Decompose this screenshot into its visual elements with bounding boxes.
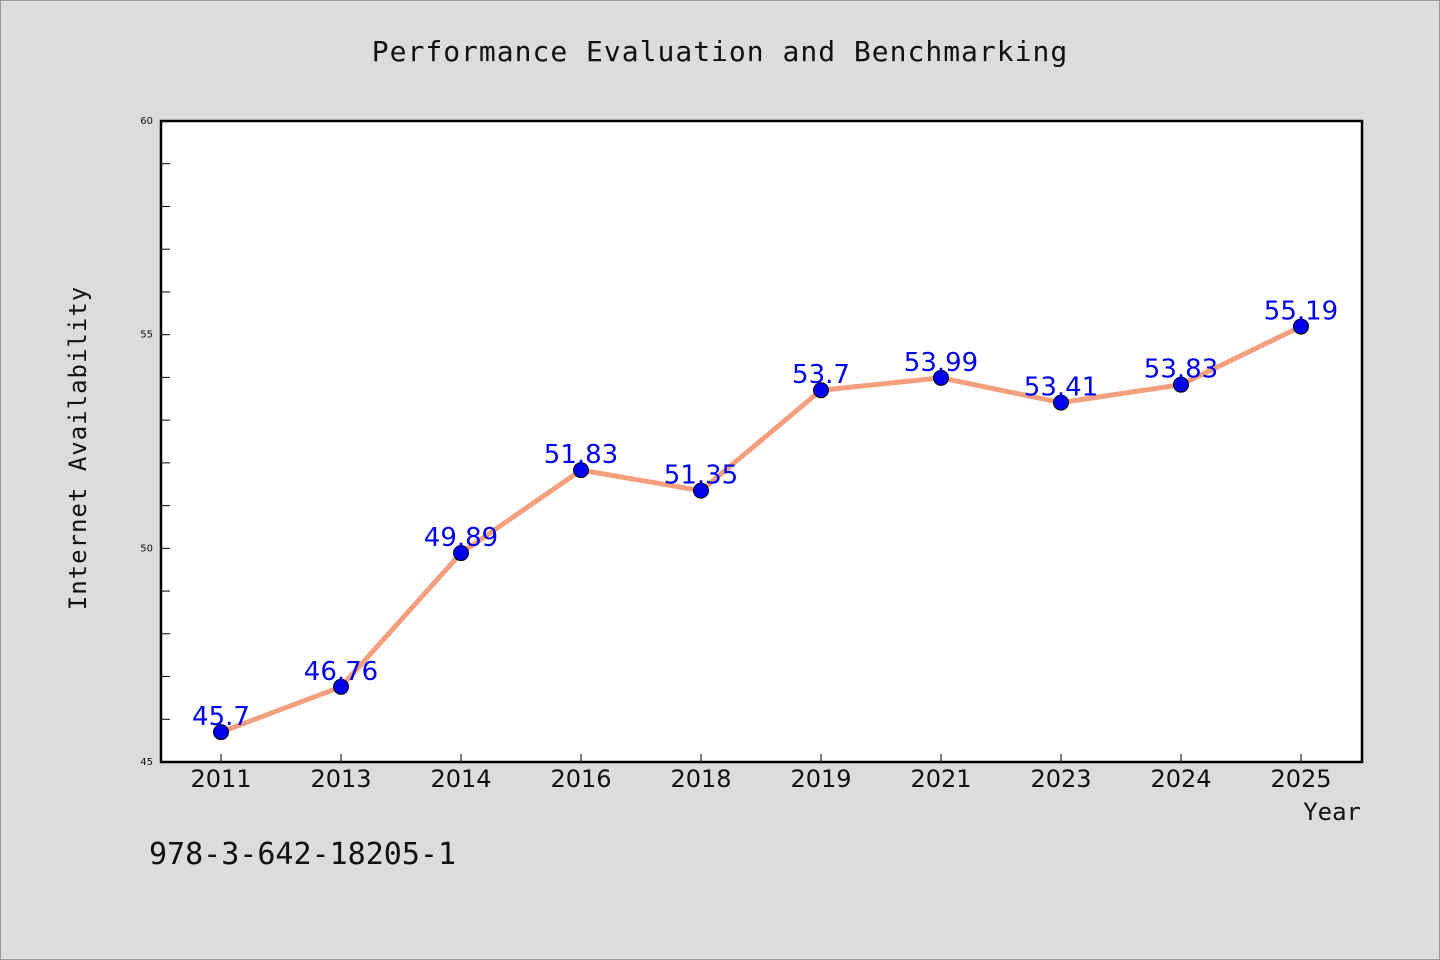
y-tick-label: 45: [140, 757, 153, 768]
x-tick-label: 2011: [190, 765, 251, 793]
x-tick-label: 2016: [550, 765, 611, 793]
data-point: [1173, 376, 1189, 393]
x-axis-label: Year: [1303, 798, 1361, 826]
data-point: [213, 724, 229, 741]
data-label: 53.41: [1024, 373, 1098, 403]
data-label: 45.7: [192, 702, 250, 732]
plot-frame: [159, 119, 1364, 764]
data-point: [933, 369, 949, 386]
data-point: [1053, 394, 1069, 411]
x-tick-label: 2024: [1150, 765, 1211, 793]
data-label: 51.35: [664, 461, 738, 491]
data-label: 51.83: [544, 440, 618, 470]
x-tick-label: 2013: [310, 765, 371, 793]
y-axis-label: Internet Availability: [64, 285, 92, 611]
data-label: 53.7: [792, 360, 850, 390]
x-tick-label: 2018: [670, 765, 731, 793]
data-point: [693, 482, 709, 499]
data-label: 55.19: [1264, 297, 1338, 327]
chart-title: Performance Evaluation and Benchmarking: [371, 35, 1069, 68]
data-label: 53.99: [904, 348, 978, 378]
x-tick-label: 2025: [1270, 765, 1331, 793]
y-tick-label: 60: [140, 116, 153, 127]
data-point: [573, 462, 589, 479]
x-tick-label: 2023: [1030, 765, 1091, 793]
x-tick-label: 2019: [790, 765, 851, 793]
data-point: [453, 545, 469, 562]
data-label: 46.76: [304, 657, 378, 687]
series-line: [218, 324, 1304, 735]
x-tick-label: 2014: [430, 765, 491, 793]
isbn-footnote: 978-3-642-18205-1: [149, 837, 457, 872]
data-point: [1293, 318, 1309, 335]
x-tick-label: 2021: [910, 765, 971, 793]
data-point: [813, 382, 829, 399]
data-point: [333, 678, 349, 695]
data-label: 53.83: [1144, 355, 1218, 385]
y-tick-label: 50: [140, 543, 153, 554]
data-label: 49.89: [424, 523, 498, 553]
y-tick-label: 55: [140, 330, 153, 341]
